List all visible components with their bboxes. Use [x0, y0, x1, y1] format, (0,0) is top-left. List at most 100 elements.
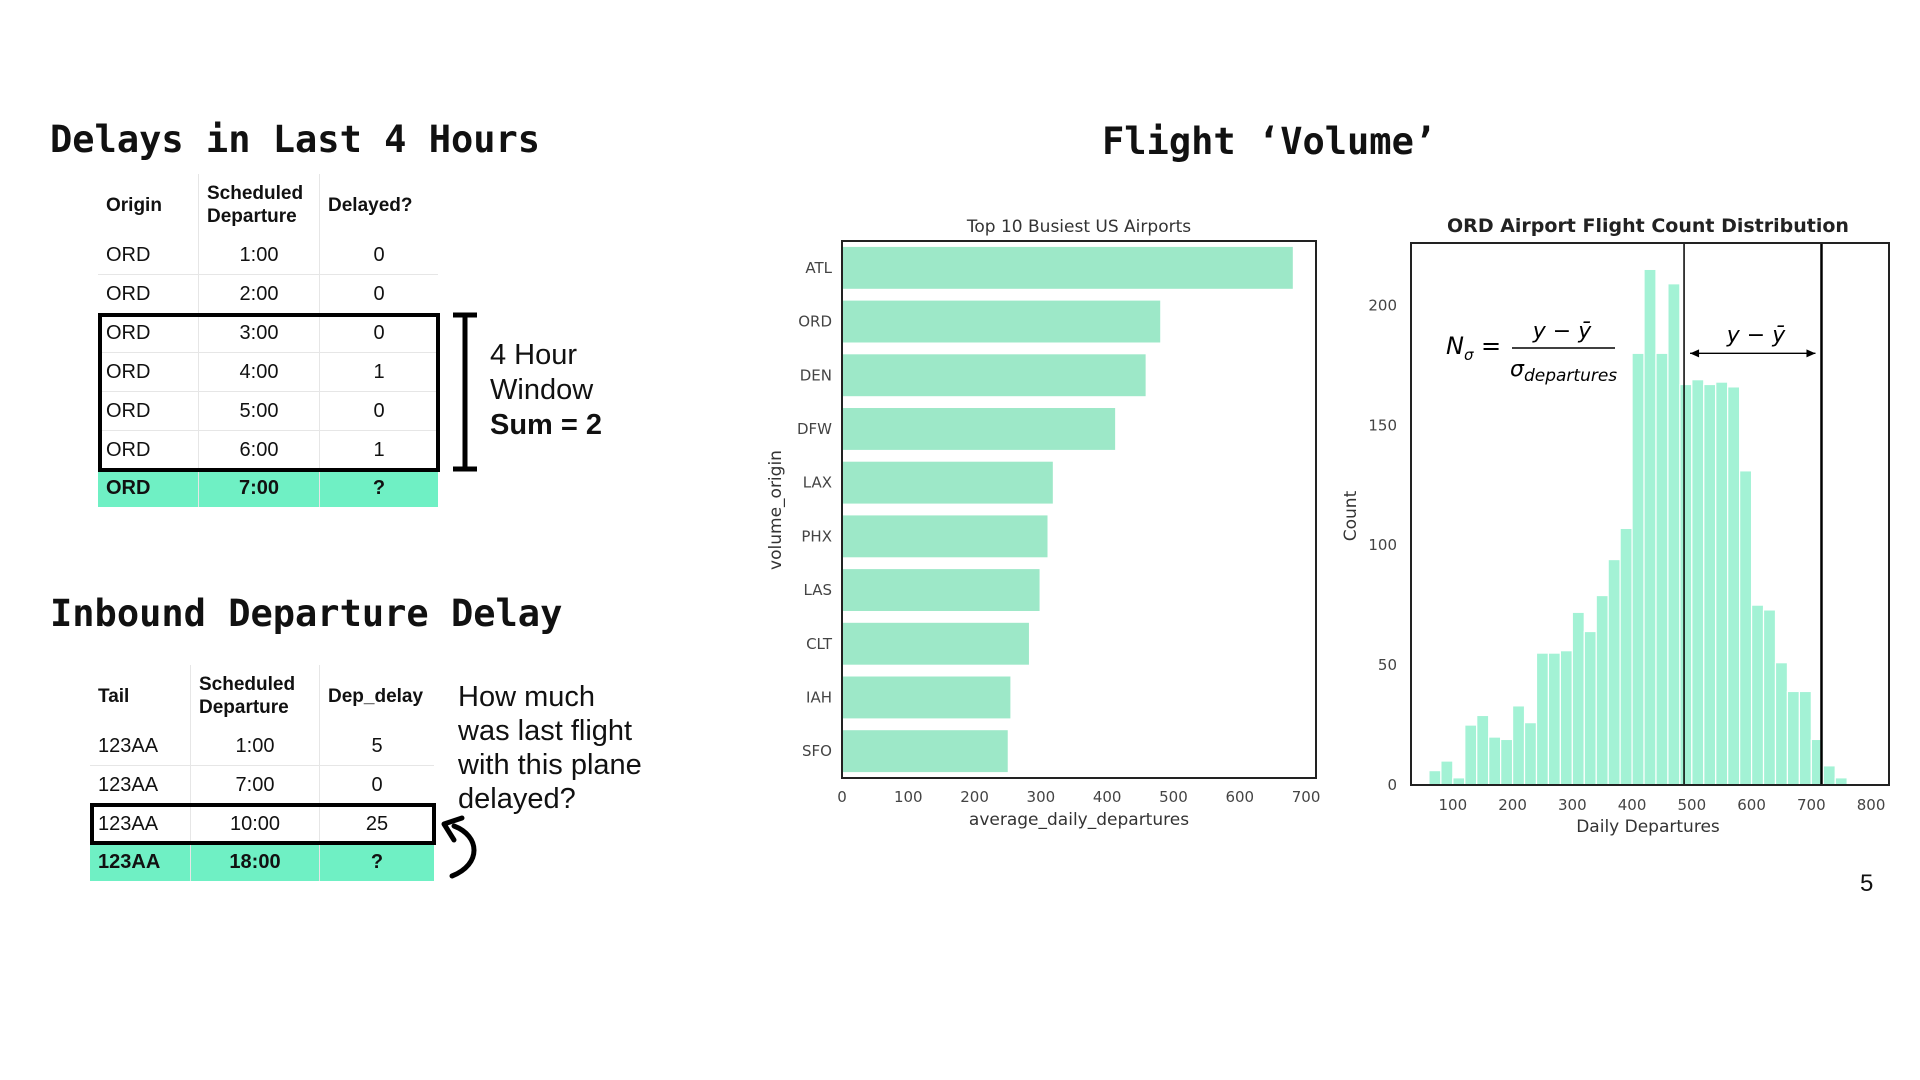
- departure-time-cell: 18:00: [190, 843, 320, 881]
- y-tick-label: PHX: [801, 527, 832, 545]
- busiest-airports-chart: Top 10 Busiest US Airports volume_origin…: [766, 217, 1320, 830]
- table-row: ORD 3:00 0: [98, 313, 438, 353]
- origin-cell: ORD: [98, 391, 199, 431]
- formula-equals: =: [1481, 332, 1501, 360]
- x-tick-label: 100: [1439, 796, 1468, 814]
- x-tick-label: 300: [1027, 788, 1056, 806]
- y-tick-label: 150: [1368, 416, 1397, 434]
- hist-bin: [1750, 604, 1765, 786]
- bar-ord: [842, 300, 1161, 343]
- departure-time-cell: 6:00: [198, 430, 320, 469]
- x-tick-label: 600: [1737, 796, 1766, 814]
- hist-bin: [1667, 283, 1681, 786]
- x-tick-label: 100: [894, 788, 923, 806]
- hist-bin: [1679, 383, 1693, 786]
- departure-time-cell: 1:00: [198, 236, 320, 275]
- hist-bin: [1798, 690, 1812, 786]
- table-row: 123AA 7:00 0: [90, 765, 434, 805]
- formula-denominator: σdepartures: [1510, 357, 1617, 386]
- x-axis-label: average_daily_departures: [969, 810, 1189, 830]
- hist-bin: [1535, 652, 1550, 786]
- bar-lax: [842, 461, 1053, 504]
- hist-bin: [1464, 724, 1478, 786]
- window-note-line1: 4 Hour: [490, 339, 578, 371]
- y-tick-label: CLT: [806, 635, 833, 653]
- hist-bin: [1500, 738, 1514, 786]
- delayed-cell: ?: [319, 469, 438, 507]
- volume-section-title: Flight ‘Volume’: [1102, 120, 1437, 163]
- hist-bin: [1691, 379, 1705, 786]
- hist-bin: [1583, 630, 1597, 786]
- delays-header-row: Origin Scheduled Departure Delayed?: [98, 174, 438, 236]
- y-tick-label: 50: [1378, 656, 1397, 674]
- delayed-cell: 0: [319, 274, 438, 314]
- dep-delay-cell: 5: [319, 727, 434, 766]
- departure-time-cell: 1:00: [190, 727, 320, 766]
- question-line: with this plane: [458, 749, 642, 781]
- x-axis-label: Daily Departures: [1576, 817, 1720, 837]
- arrow-label: y − ȳ: [1726, 323, 1786, 348]
- hist-bin: [1727, 386, 1741, 786]
- dep-delay-header: Dep_delay: [319, 665, 434, 727]
- dep-delay-cell: 0: [319, 765, 434, 805]
- departure-time-cell: 4:00: [198, 352, 320, 392]
- hist-bin: [1762, 609, 1777, 786]
- hist-bin: [1739, 470, 1753, 786]
- arrowhead-right-icon: [1806, 349, 1816, 358]
- x-tick-label: 200: [960, 788, 989, 806]
- question-note: How much was last flight with this plane…: [458, 680, 642, 816]
- inbound-header-row: Tail Scheduled Departure Dep_delay: [90, 665, 434, 727]
- curved-arrow-icon: [441, 815, 477, 879]
- delayed-cell: 1: [319, 352, 438, 392]
- delayed-cell: 1: [319, 430, 438, 469]
- chart-title: Top 10 Busiest US Airports: [966, 217, 1191, 237]
- departure-time-cell: 10:00: [190, 804, 320, 843]
- target-row: ORD 7:00 ?: [98, 469, 438, 507]
- hist-bin: [1571, 611, 1585, 786]
- window-note: 4 Hour Window Sum = 2: [490, 338, 602, 443]
- hist-bin: [1786, 690, 1800, 786]
- delayed-cell: 0: [319, 313, 438, 353]
- hist-bin: [1559, 650, 1573, 786]
- hist-bin: [1523, 722, 1538, 786]
- question-line: How much: [458, 681, 595, 713]
- x-tick-label: 0: [837, 788, 847, 806]
- scheduled-header-line1: Scheduled: [199, 674, 296, 695]
- formula-lhs: Nσ: [1446, 332, 1474, 364]
- window-note-line2: Window: [490, 374, 594, 406]
- inbound-table: Tail Scheduled Departure Dep_delay 123AA…: [90, 665, 434, 881]
- y-tick-label: SFO: [802, 742, 832, 760]
- origin-header: Origin: [106, 194, 162, 216]
- y-tick-label: IAH: [806, 688, 832, 706]
- chart-title: ORD Airport Flight Count Distribution: [1447, 215, 1849, 237]
- origin-cell: ORD: [98, 274, 199, 314]
- hist-bin: [1655, 352, 1669, 786]
- hist-bin: [1511, 705, 1526, 786]
- y-tick-label: LAX: [803, 474, 832, 492]
- window-bracket-icon: [453, 312, 477, 472]
- plot-frame: [1410, 242, 1890, 786]
- hist-bin: [1822, 765, 1836, 786]
- hist-bin: [1834, 777, 1848, 786]
- x-tick-label: 700: [1797, 796, 1826, 814]
- hist-bin: [1631, 352, 1645, 786]
- table-row: ORD 2:00 0: [98, 274, 438, 314]
- delayed-cell: 0: [319, 236, 438, 275]
- hist-bin: [1619, 527, 1633, 786]
- hist-bin: [1715, 381, 1729, 786]
- hist-bin: [1643, 268, 1657, 786]
- hist-bin: [1440, 760, 1454, 786]
- scheduled-departure-header: Scheduled Departure: [198, 174, 320, 236]
- x-tick-label: 500: [1159, 788, 1188, 806]
- departure-time-cell: 7:00: [198, 469, 320, 507]
- origin-cell: ORD: [98, 313, 199, 353]
- y-tick-label: ORD: [798, 313, 832, 331]
- hist-bin: [1607, 558, 1621, 786]
- table-row: ORD 4:00 1: [98, 352, 438, 392]
- departure-time-cell: 5:00: [198, 391, 320, 431]
- formula-numerator: y − ȳ: [1532, 319, 1592, 344]
- hist-bin: [1452, 777, 1466, 786]
- y-tick-label: DFW: [797, 420, 832, 438]
- bar-las: [842, 569, 1040, 611]
- question-line: was last flight: [458, 715, 633, 747]
